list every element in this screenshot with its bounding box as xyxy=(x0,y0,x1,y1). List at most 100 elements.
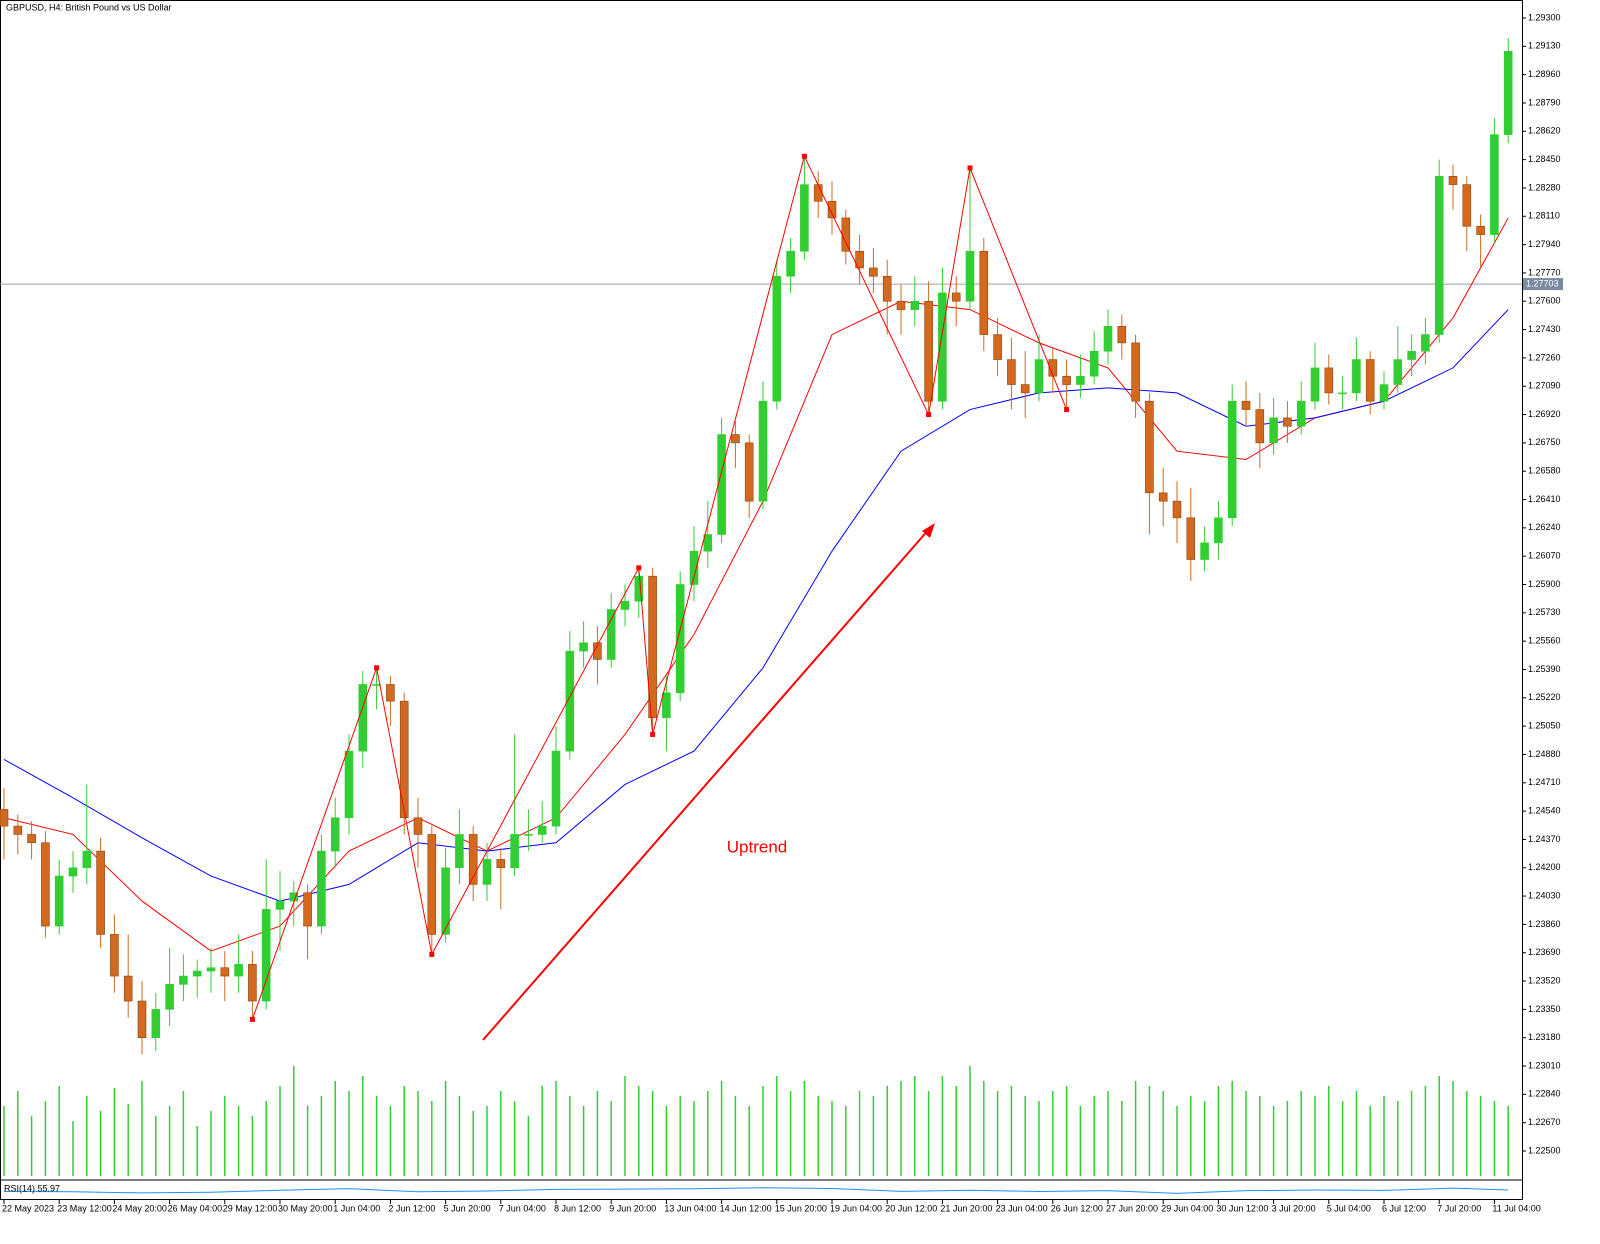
y-tick-label: 1.24200 xyxy=(1528,862,1561,872)
candle-body xyxy=(551,750,561,827)
y-tick-label: 1.23520 xyxy=(1528,975,1561,985)
y-tick-label: 1.23860 xyxy=(1528,919,1561,929)
candle-body xyxy=(179,975,188,985)
candle-body xyxy=(27,834,36,844)
candle-body xyxy=(565,650,575,752)
y-tick-label: 1.27430 xyxy=(1528,324,1561,334)
candle-body xyxy=(192,970,202,977)
candle-body xyxy=(496,859,506,869)
candle-body xyxy=(1103,325,1113,352)
y-tick-label: 1.27770 xyxy=(1528,267,1561,277)
y-tick-label: 1.24710 xyxy=(1528,777,1561,787)
candle-body xyxy=(1393,359,1403,385)
candle-body xyxy=(1365,359,1375,402)
x-tick-label: 13 Jun 04:00 xyxy=(664,1203,716,1213)
candle-body xyxy=(248,964,257,1002)
y-tick-label: 1.24030 xyxy=(1528,890,1561,900)
rsi-label: RSI(14) 55.97 xyxy=(4,1183,60,1193)
x-tick-label: 21 Jun 20:00 xyxy=(940,1203,992,1213)
candle-body xyxy=(372,684,381,686)
candle-body xyxy=(924,300,933,402)
y-tick-label: 1.28620 xyxy=(1528,126,1561,136)
y-tick-label: 1.25560 xyxy=(1528,636,1561,646)
candle-body xyxy=(41,842,50,927)
trend-arrow-head xyxy=(922,523,935,538)
candle-body xyxy=(993,334,1002,360)
zigzag-point xyxy=(429,951,435,957)
y-tick-label: 1.22840 xyxy=(1528,1089,1561,1099)
candle-body xyxy=(1131,342,1140,402)
y-tick-label: 1.27600 xyxy=(1528,296,1561,306)
zigzag-point xyxy=(636,565,642,571)
x-tick-label: 5 Jul 04:00 xyxy=(1327,1203,1371,1213)
candle-body xyxy=(786,250,795,277)
x-tick-label: 26 May 04:00 xyxy=(168,1203,223,1213)
candle-body xyxy=(1490,134,1499,235)
candle-body xyxy=(1338,392,1347,395)
candle-body xyxy=(869,267,878,277)
candle-body xyxy=(1324,367,1334,394)
candle-body xyxy=(1117,325,1127,344)
candle-body xyxy=(979,250,989,335)
candle-body xyxy=(1448,175,1458,185)
candle-body xyxy=(841,217,851,252)
y-tick-label: 1.29130 xyxy=(1528,41,1561,51)
candle-body xyxy=(482,859,492,885)
candle-body xyxy=(137,1000,147,1039)
x-tick-label: 5 Jun 20:00 xyxy=(444,1203,491,1213)
candle-body xyxy=(54,875,64,927)
plot-frame xyxy=(0,0,1523,1200)
y-tick-label: 1.26920 xyxy=(1528,409,1561,419)
candle-body xyxy=(427,834,437,935)
x-tick-label: 8 Jun 12:00 xyxy=(554,1203,601,1213)
x-tick-label: 7 Jun 04:00 xyxy=(499,1203,546,1213)
candle-body xyxy=(220,967,230,977)
zigzag-point xyxy=(801,153,807,159)
candle-body xyxy=(772,275,782,402)
y-tick-label: 1.23350 xyxy=(1528,1004,1561,1014)
candle-body xyxy=(110,934,119,977)
candle-body xyxy=(827,200,837,219)
candle-body xyxy=(882,275,892,302)
y-tick-label: 1.28960 xyxy=(1528,69,1561,79)
x-tick-label: 15 Jun 20:00 xyxy=(775,1203,827,1213)
candle-body xyxy=(758,400,768,502)
x-tick-label: 30 May 20:00 xyxy=(278,1203,333,1213)
y-tick-label: 1.29300 xyxy=(1528,12,1561,22)
x-tick-label: 19 Jun 04:00 xyxy=(830,1203,882,1213)
candle-body xyxy=(675,584,685,694)
candle-body xyxy=(1076,375,1085,385)
zigzag-point xyxy=(967,165,973,171)
candle-body xyxy=(1089,350,1099,377)
candle-body xyxy=(330,817,340,852)
zigzag-point xyxy=(249,1016,255,1022)
candle-body xyxy=(537,825,547,835)
candle-body xyxy=(261,909,271,1002)
y-tick-label: 1.28790 xyxy=(1528,97,1561,107)
y-tick-label: 1.27940 xyxy=(1528,239,1561,249)
zigzag-line xyxy=(251,154,1068,1020)
candle-body xyxy=(1269,417,1278,444)
x-tick-label: 9 Jun 20:00 xyxy=(609,1203,656,1213)
chart-title: GBPUSD, H4: British Pound vs US Dollar xyxy=(6,2,172,12)
zigzag-point xyxy=(374,665,380,671)
candle-body xyxy=(1407,350,1416,360)
y-tick-label: 1.26580 xyxy=(1528,466,1561,476)
candle-body xyxy=(1296,400,1306,427)
candle-body xyxy=(1214,517,1223,544)
candle-body xyxy=(1421,334,1430,352)
y-tick-label: 1.23010 xyxy=(1528,1060,1561,1070)
current-price-box xyxy=(1523,278,1563,291)
y-tick-label: 1.22500 xyxy=(1528,1145,1561,1155)
x-tick-label: 29 Jun 04:00 xyxy=(1161,1203,1213,1213)
candle-body xyxy=(1379,384,1389,402)
y-tick-label: 1.26070 xyxy=(1528,551,1561,561)
candle-body xyxy=(731,434,740,444)
y-tick-label: 1.25220 xyxy=(1528,692,1561,702)
candle-body xyxy=(1476,225,1485,235)
candle-body xyxy=(1227,400,1237,519)
candle-body xyxy=(455,834,464,869)
y-tick-label: 1.26750 xyxy=(1528,437,1561,447)
candle-body xyxy=(358,684,368,752)
candle-body xyxy=(855,250,864,269)
